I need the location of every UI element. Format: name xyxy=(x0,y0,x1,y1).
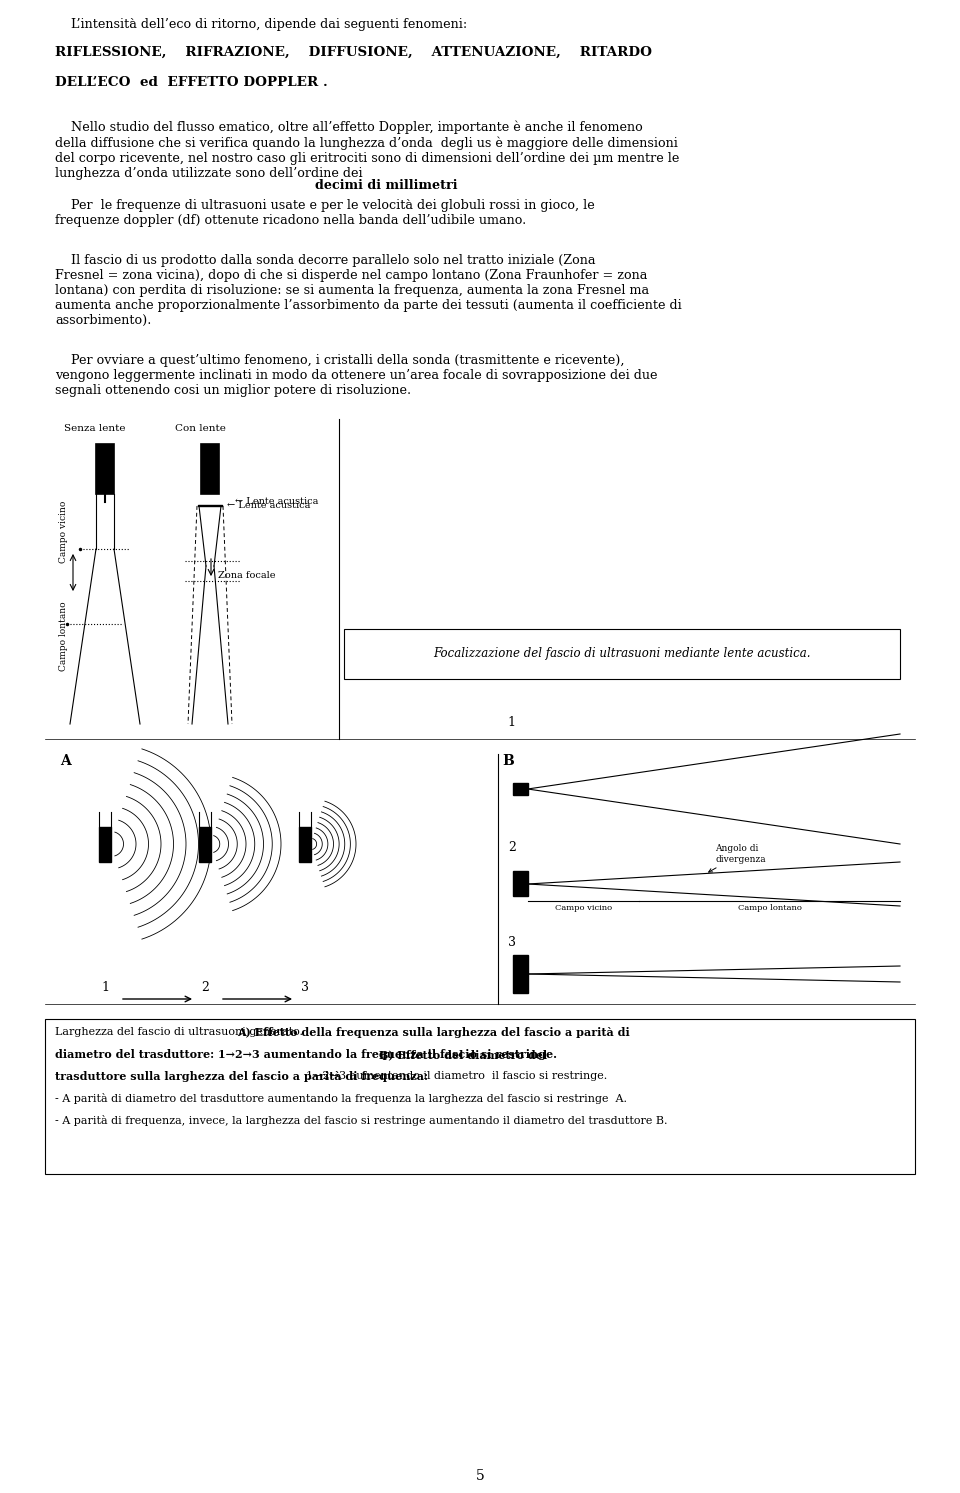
Text: - A parità di diametro del trasduttore aumentando la frequenza la larghezza del : - A parità di diametro del trasduttore a… xyxy=(55,1093,627,1103)
Text: Larghezza del fascio di ultrasuoni generato.: Larghezza del fascio di ultrasuoni gener… xyxy=(55,1027,306,1038)
Text: ← Lente acustica: ← Lente acustica xyxy=(235,497,319,506)
Text: 3: 3 xyxy=(301,981,309,994)
Bar xyxy=(199,827,211,861)
Text: Per  le frequenze di ultrasuoni usate e per le velocità dei globuli rossi in gio: Per le frequenze di ultrasuoni usate e p… xyxy=(55,199,595,227)
Text: 5: 5 xyxy=(475,1469,485,1483)
Text: RIFLESSIONE,    RIFRAZIONE,    DIFFUSIONE,    ATTENUAZIONE,    RITARDO: RIFLESSIONE, RIFRAZIONE, DIFFUSIONE, ATT… xyxy=(55,46,652,60)
Text: diametro del trasduttore: 1→2→3 aumentando la frequenza il fascio si restringe.: diametro del trasduttore: 1→2→3 aumentan… xyxy=(55,1050,561,1060)
Text: decimi di millimetri: decimi di millimetri xyxy=(315,179,457,193)
Text: Con lente: Con lente xyxy=(175,424,226,433)
Text: B: B xyxy=(503,754,515,767)
Bar xyxy=(99,827,111,861)
Text: 1: 1 xyxy=(508,717,516,729)
Bar xyxy=(96,443,114,494)
Bar xyxy=(299,827,311,861)
Text: Nello studio del flusso ematico, oltre all’effetto Doppler, importante è anche i: Nello studio del flusso ematico, oltre a… xyxy=(55,121,680,181)
Text: Zona focale: Zona focale xyxy=(218,572,276,581)
Text: 3: 3 xyxy=(508,936,516,950)
Text: Angolo di
divergenza: Angolo di divergenza xyxy=(708,845,766,872)
Text: 1→2→3 aumentando il diametro  il fascio si restringe.: 1→2→3 aumentando il diametro il fascio s… xyxy=(306,1070,608,1081)
Text: ← Lente acustica: ← Lente acustica xyxy=(227,500,310,511)
Bar xyxy=(513,956,528,993)
Text: trasduttore sulla larghezza del fascio a parità di frequenza:: trasduttore sulla larghezza del fascio a… xyxy=(55,1070,432,1082)
Text: A) Effetto della frequenza sulla larghezza del fascio a parità di: A) Effetto della frequenza sulla larghez… xyxy=(237,1027,631,1038)
Text: Per ovviare a quest’ultimo fenomeno, i cristalli della sonda (trasmittente e ric: Per ovviare a quest’ultimo fenomeno, i c… xyxy=(55,354,658,397)
Text: A: A xyxy=(60,754,71,767)
Text: DELL’ECO  ed  EFFETTO DOPPLER .: DELL’ECO ed EFFETTO DOPPLER . xyxy=(55,76,327,90)
Text: .: . xyxy=(420,179,425,193)
Text: L’intensità dell’eco di ritorno, dipende dai seguenti fenomeni:: L’intensità dell’eco di ritorno, dipende… xyxy=(55,18,468,31)
Text: Senza lente: Senza lente xyxy=(64,424,126,433)
Text: Campo lontano: Campo lontano xyxy=(738,905,802,912)
Bar xyxy=(513,782,528,794)
Text: 1: 1 xyxy=(101,981,109,994)
Text: lunghezza d’onda utilizzate sono dell’ordine dei: lunghezza d’onda utilizzate sono dell’or… xyxy=(55,179,367,193)
Text: B) Effetto del diametro del: B) Effetto del diametro del xyxy=(379,1050,547,1060)
Text: 2: 2 xyxy=(201,981,209,994)
Text: - A parità di frequenza, invece, la larghezza del fascio si restringe aumentando: - A parità di frequenza, invece, la larg… xyxy=(55,1115,667,1126)
Bar xyxy=(45,1020,915,1173)
Text: Campo lontano: Campo lontano xyxy=(59,602,67,672)
Text: Focalizzazione del fascio di ultrasuoni mediante lente acustica.: Focalizzazione del fascio di ultrasuoni … xyxy=(433,648,810,660)
Text: Campo vicino: Campo vicino xyxy=(555,905,612,912)
Text: Il fascio di us prodotto dalla sonda decorre parallelo solo nel tratto iniziale : Il fascio di us prodotto dalla sonda dec… xyxy=(55,254,682,327)
Bar xyxy=(201,443,219,494)
Text: Campo vicino: Campo vicino xyxy=(59,500,67,563)
Bar xyxy=(513,872,528,896)
Bar xyxy=(344,629,900,679)
Text: 2: 2 xyxy=(508,841,516,854)
